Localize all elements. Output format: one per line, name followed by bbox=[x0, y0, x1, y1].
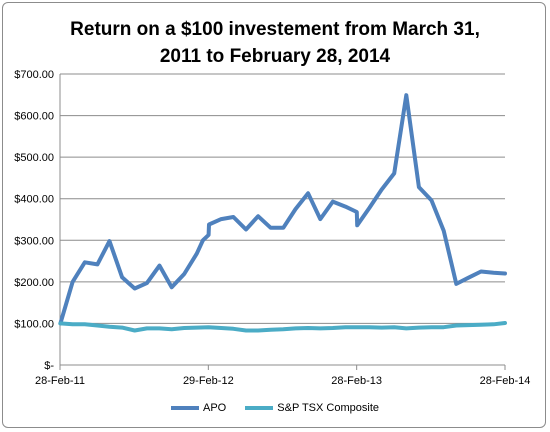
legend-swatch-apo bbox=[171, 406, 199, 411]
series-line-apo bbox=[58, 93, 507, 326]
legend-label-tsx: S&P TSX Composite bbox=[277, 402, 379, 415]
y-tick-label: $100.00 bbox=[14, 318, 54, 330]
legend-item-tsx: S&P TSX Composite bbox=[245, 402, 379, 414]
x-tick-label: 28-Feb-11 bbox=[35, 375, 85, 387]
legend-swatch-tsx bbox=[245, 406, 274, 411]
chart-frame bbox=[2, 2, 546, 428]
legend-item-apo: APO bbox=[171, 402, 226, 414]
chart-title-line-1: Return on a $100 investement from March … bbox=[70, 19, 480, 40]
y-tick-label: $- bbox=[44, 360, 54, 372]
y-tick-label: $200.00 bbox=[14, 277, 54, 289]
x-tick-label: 29-Feb-12 bbox=[183, 375, 234, 387]
y-tick-label: $600.00 bbox=[14, 111, 54, 123]
y-tick-label: $500.00 bbox=[14, 152, 54, 164]
chart-title-line-2: 2011 to February 28, 2014 bbox=[159, 46, 391, 67]
y-tick-label: $700.00 bbox=[14, 69, 54, 81]
legend: APO S&P TSX Composite bbox=[0, 402, 550, 414]
y-tick-label: $400.00 bbox=[14, 194, 54, 206]
chart-title: Return on a $100 investement from March … bbox=[0, 16, 550, 70]
series-line-tsx bbox=[58, 321, 507, 333]
legend-label-apo: APO bbox=[203, 402, 227, 415]
x-tick-label: 28-Feb-14 bbox=[480, 375, 531, 387]
x-tick-label: 28-Feb-13 bbox=[331, 375, 382, 387]
y-tick-label: $300.00 bbox=[14, 235, 54, 247]
